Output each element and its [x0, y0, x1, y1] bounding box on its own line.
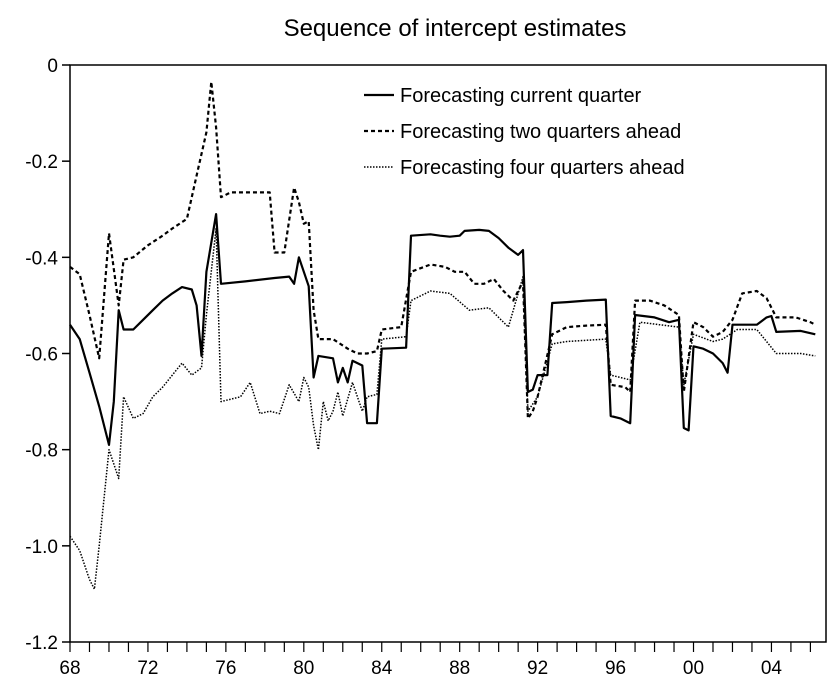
x-tick-label: 84: [371, 658, 393, 679]
chart-title: Sequence of intercept estimates: [284, 15, 627, 42]
x-tick-label: 92: [527, 658, 548, 679]
legend-label-3: Forecasting four quarters ahead: [400, 157, 685, 179]
x-tick-label: 80: [293, 658, 314, 679]
y-tick-label: -0.2: [25, 152, 58, 173]
y-tick-label: -0.6: [25, 345, 58, 366]
series-line-3: [69, 227, 816, 590]
legend: Forecasting current quarter Forecasting t…: [364, 85, 685, 179]
y-tick-label: -1.2: [25, 633, 58, 654]
axes: 0 -0.2 -0.4 -0.6 -0.8 -1.0 -1.268 72 76 80 84 88 92 9…: [25, 56, 827, 679]
legend-label-2: Forecasting two quarters ahead: [400, 121, 681, 143]
y-tick-label: -1.0: [25, 537, 58, 558]
series-line-2: [69, 80, 816, 420]
y-tick-label: -0.4: [25, 248, 58, 269]
y-tick-label: 0: [47, 56, 58, 77]
x-tick-label: 68: [59, 658, 80, 679]
x-tick-label: 00: [683, 658, 704, 679]
x-tick-label: 72: [137, 658, 158, 679]
y-tick-label: -0.8: [25, 441, 58, 462]
x-tick-label: 76: [215, 658, 236, 679]
x-tick-label: 96: [605, 658, 626, 679]
x-tick-label: 88: [449, 658, 470, 679]
x-tick-label: 04: [761, 658, 783, 679]
series-line-1: [69, 213, 816, 446]
legend-label-1: Forecasting current quarter: [400, 85, 642, 107]
series-layer: [69, 80, 816, 590]
